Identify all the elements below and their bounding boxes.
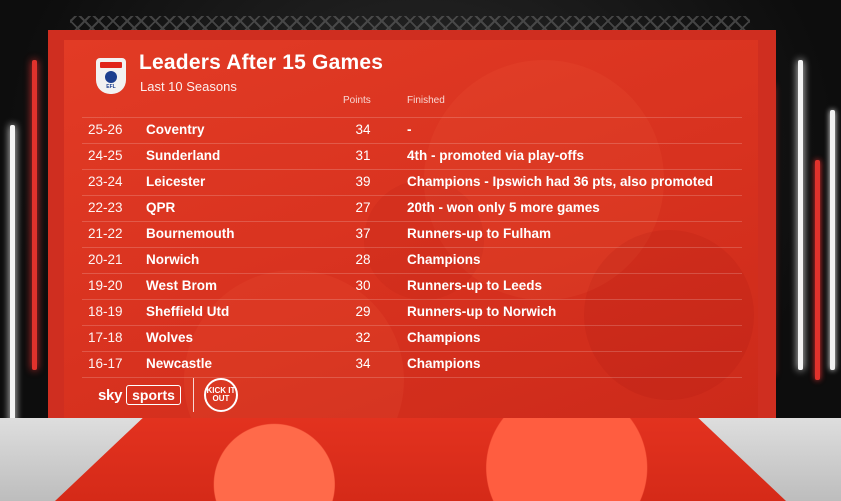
page-subtitle: Last 10 Seasons bbox=[140, 79, 237, 94]
table-row: 25-26 Coventry 34 - bbox=[82, 117, 742, 144]
points-cell: 28 bbox=[355, 252, 371, 267]
decorative-shape bbox=[424, 60, 664, 300]
season-cell: 18-19 bbox=[88, 304, 123, 319]
team-cell: Newcastle bbox=[146, 356, 213, 371]
studio-light bbox=[10, 125, 15, 425]
table-row: 22-23 QPR 27 20th - won only 5 more game… bbox=[82, 196, 742, 222]
finished-cell: 4th - promoted via play-offs bbox=[407, 148, 585, 163]
sky-bet-mark bbox=[100, 62, 122, 68]
decorative-shape bbox=[584, 230, 754, 400]
points-cell: 31 bbox=[355, 148, 371, 163]
table-row: 23-24 Leicester 39 Champions - Ipswich h… bbox=[82, 170, 742, 196]
sports-logo-text: sports bbox=[126, 385, 181, 405]
table-row: 21-22 Bournemouth 37 Runners-up to Fulha… bbox=[82, 222, 742, 248]
page-title: Leaders After 15 Games bbox=[139, 51, 384, 74]
studio-light bbox=[32, 60, 37, 370]
season-cell: 16-17 bbox=[88, 356, 123, 371]
points-cell: 39 bbox=[355, 174, 371, 189]
points-cell: 34 bbox=[355, 122, 371, 137]
finished-cell: Runners-up to Fulham bbox=[407, 226, 551, 241]
team-cell: QPR bbox=[146, 200, 176, 215]
season-cell: 20-21 bbox=[88, 252, 123, 267]
team-cell: Bournemouth bbox=[146, 226, 235, 241]
team-cell: Coventry bbox=[146, 122, 205, 137]
broadcaster-branding: sky sports KICK IT OUT bbox=[98, 378, 238, 412]
efl-label: EFL bbox=[106, 84, 116, 90]
studio-light bbox=[830, 110, 835, 370]
team-cell: West Brom bbox=[146, 278, 218, 293]
points-cell: 27 bbox=[355, 200, 371, 215]
season-cell: 21-22 bbox=[88, 226, 123, 241]
table-row: 24-25 Sunderland 31 4th - promoted via p… bbox=[82, 144, 742, 170]
brand-divider bbox=[192, 378, 194, 412]
kick-it-out-logo-icon: KICK IT OUT bbox=[203, 378, 238, 412]
finished-cell: Champions - Ipswich had 36 pts, also pro… bbox=[407, 174, 714, 189]
team-cell: Norwich bbox=[146, 252, 200, 267]
sky-logo-text: sky bbox=[98, 386, 123, 404]
column-header-points: Points bbox=[343, 95, 371, 106]
season-cell: 22-23 bbox=[88, 200, 123, 215]
table-row: 17-18 Wolves 32 Champions bbox=[82, 326, 742, 352]
table-row: 18-19 Sheffield Utd 29 Runners-up to Nor… bbox=[82, 300, 742, 326]
efl-ball-mark bbox=[105, 71, 117, 83]
points-cell: 29 bbox=[355, 304, 371, 319]
finished-cell: Runners-up to Leeds bbox=[407, 278, 543, 293]
season-cell: 23-24 bbox=[88, 174, 123, 189]
season-cell: 17-18 bbox=[88, 330, 123, 345]
team-cell: Wolves bbox=[146, 330, 194, 345]
points-cell: 30 bbox=[355, 278, 371, 293]
finished-cell: - bbox=[407, 122, 412, 137]
leaders-table: 25-26 Coventry 34 - 24-25 Sunderland 31 … bbox=[82, 117, 742, 378]
stats-board bbox=[64, 40, 758, 418]
studio-light bbox=[798, 60, 803, 370]
efl-badge-icon: EFL bbox=[96, 58, 126, 94]
column-header-finished: Finished bbox=[407, 95, 445, 106]
team-cell: Sunderland bbox=[146, 148, 221, 163]
finished-cell: Runners-up to Norwich bbox=[407, 304, 557, 319]
finished-cell: Champions bbox=[407, 252, 481, 267]
team-cell: Leicester bbox=[146, 174, 206, 189]
points-cell: 32 bbox=[355, 330, 371, 345]
table-row: 19-20 West Brom 30 Runners-up to Leeds bbox=[82, 274, 742, 300]
studio-light bbox=[815, 160, 820, 380]
points-cell: 34 bbox=[355, 356, 371, 371]
decorative-shape bbox=[364, 180, 484, 300]
season-cell: 19-20 bbox=[88, 278, 123, 293]
table-row: 16-17 Newcastle 34 Champions bbox=[82, 352, 742, 378]
studio-floor-graphic bbox=[55, 418, 786, 501]
table-row: 20-21 Norwich 28 Champions bbox=[82, 248, 742, 274]
season-cell: 25-26 bbox=[88, 122, 123, 137]
finished-cell: 20th - won only 5 more games bbox=[407, 200, 600, 215]
season-cell: 24-25 bbox=[88, 148, 123, 163]
finished-cell: Champions bbox=[407, 330, 481, 345]
team-cell: Sheffield Utd bbox=[146, 304, 230, 319]
points-cell: 37 bbox=[355, 226, 371, 241]
finished-cell: Champions bbox=[407, 356, 481, 371]
